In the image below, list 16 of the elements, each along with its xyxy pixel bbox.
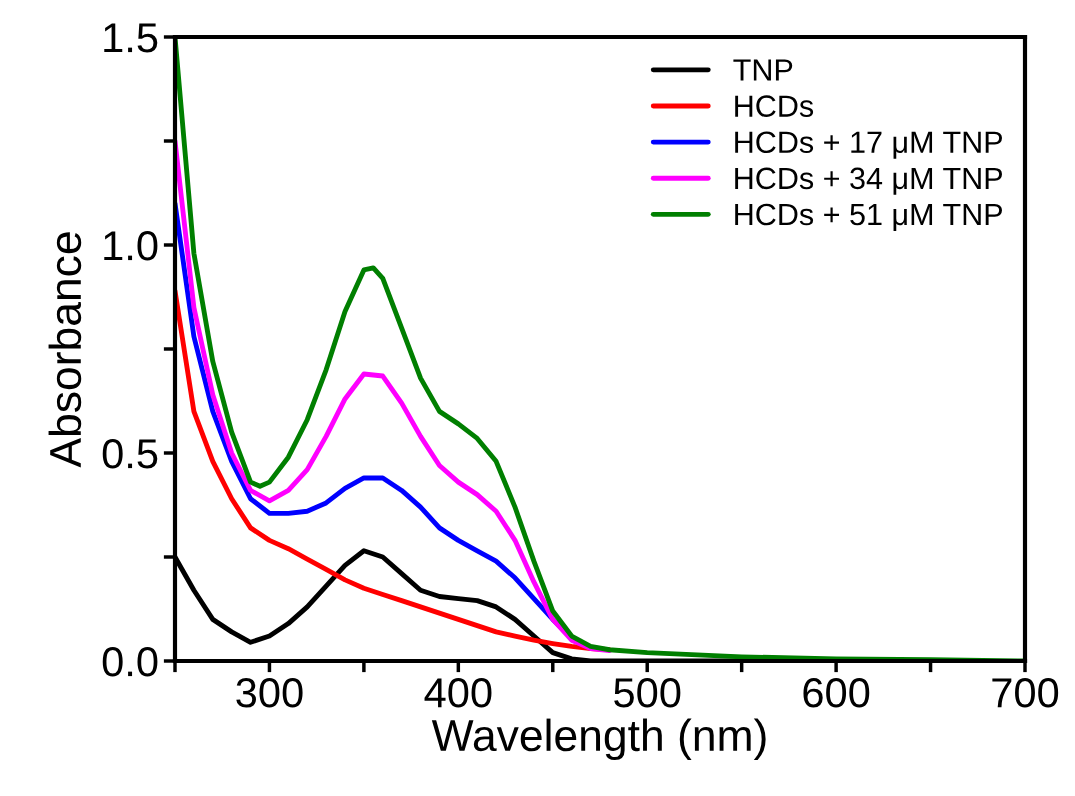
y-tick-label: 1.0 [104, 231, 158, 261]
legend-label: HCDs + 34 μM TNP [735, 167, 1002, 195]
legend-label: HCDs [735, 95, 814, 117]
y-tick-label: 0.5 [102, 439, 158, 469]
legend-label: HCDs + 51 μM TNP [735, 203, 1002, 231]
x-tick-label: 300 [236, 678, 303, 708]
x-tick-label: 400 [424, 678, 492, 708]
x-tick-label: 600 [803, 678, 870, 708]
x-tick-label: 500 [614, 678, 681, 708]
y-tick-label: 1.5 [104, 23, 158, 53]
x-axis-title: Wavelength (nm) [431, 718, 766, 761]
y-axis-title: Absorbance [48, 232, 82, 468]
legend-label: TNP [733, 59, 793, 81]
y-tick-label: 0.0 [102, 647, 158, 677]
x-tick-label: 700 [992, 678, 1059, 708]
legend-label: HCDs + 17 μM TNP [735, 131, 1002, 159]
